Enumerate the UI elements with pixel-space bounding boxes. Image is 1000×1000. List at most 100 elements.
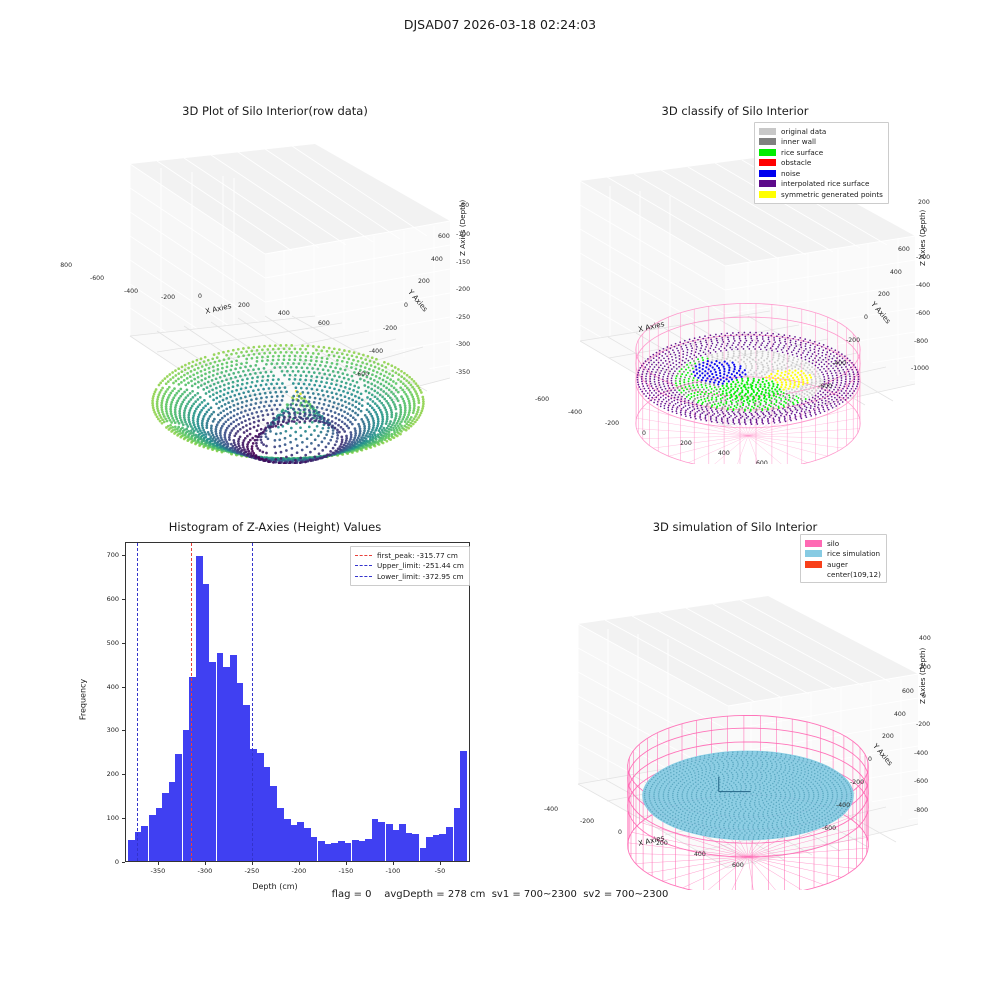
histogram-xlabel: Depth (cm) [252, 882, 298, 891]
figure-suptitle: DJSAD07 2026-03-18 02:24:03 [403, 17, 597, 32]
histogram-bar [242, 705, 250, 861]
histogram-bar [209, 661, 216, 861]
histogram-bar [432, 834, 440, 861]
legend-item: original data [759, 126, 883, 137]
legend-label: auger [827, 559, 848, 569]
simulation-3d-canvas [577, 596, 919, 890]
histogram-bar [439, 833, 447, 861]
y-tickmark [122, 555, 125, 557]
histogram-bar [175, 753, 183, 861]
histogram-bar [460, 751, 467, 861]
legend-swatch-rice-surface [759, 148, 776, 156]
legend-label: noise [781, 168, 801, 178]
histogram-bar [263, 766, 271, 861]
legend-item: noise [759, 168, 883, 179]
histogram-bar [155, 808, 163, 861]
histogram-bar [276, 808, 284, 861]
histogram-bar [371, 819, 379, 861]
legend-item: silo [805, 538, 881, 549]
histogram-bar [331, 842, 339, 861]
y-tickmark [122, 598, 125, 600]
histogram-bar [223, 667, 230, 861]
legend-swatch-original-data [759, 127, 776, 135]
legend-swatch-interpolated-rice-surface [759, 180, 776, 188]
histogram-bar [392, 830, 400, 861]
panel-histogram-title: Histogram of Z-Axies (Height) Values [168, 520, 382, 534]
legend-swatch-symmetric-generated-points [759, 190, 776, 198]
legend-line-first-peak [355, 554, 372, 556]
histogram-ylabel: Frequency [78, 678, 88, 721]
legend-swatch-rice-simulation [805, 550, 822, 558]
histogram-bar [318, 841, 325, 861]
histogram-bar [195, 556, 203, 861]
legend-label: rice surface [781, 147, 824, 157]
histogram-bar [344, 843, 352, 861]
histogram-bar [365, 839, 372, 861]
histogram-bar [148, 814, 156, 861]
histogram-bar [412, 833, 419, 861]
y-tickmark [122, 730, 125, 732]
legend-item: symmetric generated points [759, 189, 883, 200]
legend-swatch-silo [805, 539, 822, 547]
legend-swatch-noise [759, 169, 776, 177]
legend-item: rice simulation [805, 549, 881, 560]
panel-classify-title: 3D classify of Silo Interior [661, 104, 809, 118]
raw-3d-canvas [129, 144, 451, 464]
histogram-bar [216, 653, 224, 861]
legend-item: rice surface [759, 147, 883, 158]
histogram-bar [168, 782, 176, 861]
legend-item: auger [805, 559, 881, 570]
x-tickmark [204, 862, 206, 865]
legend-label: rice simulation [827, 549, 881, 559]
x-tickmark [392, 862, 394, 865]
legend-swatch-obstacle [759, 159, 776, 167]
legend-label: inner wall [781, 137, 817, 147]
histogram-bar [310, 836, 318, 861]
histogram-bar [257, 752, 264, 861]
y-tickmark [122, 686, 125, 688]
histogram-bar [385, 823, 393, 861]
histogram-bar [337, 841, 345, 861]
histogram-bar [378, 822, 386, 861]
y-tickmark [122, 818, 125, 820]
classify-3d-axes[interactable]: -600 -400 -200 0 200 400 600 X Axies 600 400 200 0-… [520, 126, 950, 464]
legend-swatch-auger [805, 560, 822, 568]
legend-label: first_peak: -315.77 cm [377, 550, 458, 560]
y-tickmark [122, 642, 125, 644]
status-line: flag = 0 avgDepth = 278 cm sv1 = 700~230… [331, 889, 669, 900]
legend-label: symmetric generated points [781, 189, 883, 199]
legend-label: original data [781, 126, 827, 136]
histogram-bar [202, 583, 210, 861]
legend-line-upper-limit [355, 565, 372, 567]
threshold-line-lower-limit [137, 543, 139, 861]
histogram-bar [419, 847, 427, 861]
histogram-bar [250, 749, 258, 861]
histogram-bar [128, 840, 136, 861]
legend-swatch-inner-wall [759, 138, 776, 146]
legend-item: Lower_limit: -372.95 cm [355, 571, 464, 582]
legend-label: Upper_limit: -251.44 cm [377, 561, 464, 571]
classify-legend: original data inner wall rice surface ob… [754, 122, 889, 204]
histogram-bar [189, 676, 197, 861]
x-tickmark [298, 862, 300, 865]
histogram-bar [405, 832, 413, 861]
legend-line-lower-limit [355, 575, 372, 577]
histogram-bar [182, 729, 190, 861]
histogram-bar [453, 808, 461, 861]
histogram-bar [358, 841, 366, 861]
histogram-plot-area[interactable] [125, 542, 470, 862]
legend-label: obstacle [781, 158, 812, 168]
threshold-line-first-peak [191, 543, 193, 861]
histogram-bar [324, 844, 332, 861]
legend-item: Upper_limit: -251.44 cm [355, 561, 464, 572]
legend-item: obstacle [759, 158, 883, 169]
x-tickmark [157, 862, 159, 865]
panel-histogram: Histogram of Z-Axies (Height) Values -35… [60, 520, 490, 920]
panel-classify-3d-plot: 3D classify of Silo Interior [520, 104, 950, 464]
legend-item: first_peak: -315.77 cm [355, 550, 464, 561]
simulation-3d-axes[interactable]: -400 -200 0 200 400 600 X Axies 600 400 200 0 -200-… [520, 546, 950, 890]
histogram-bar [236, 683, 244, 861]
panel-raw-3d-plot: 3D Plot of Silo Interior(row data) [60, 104, 490, 464]
